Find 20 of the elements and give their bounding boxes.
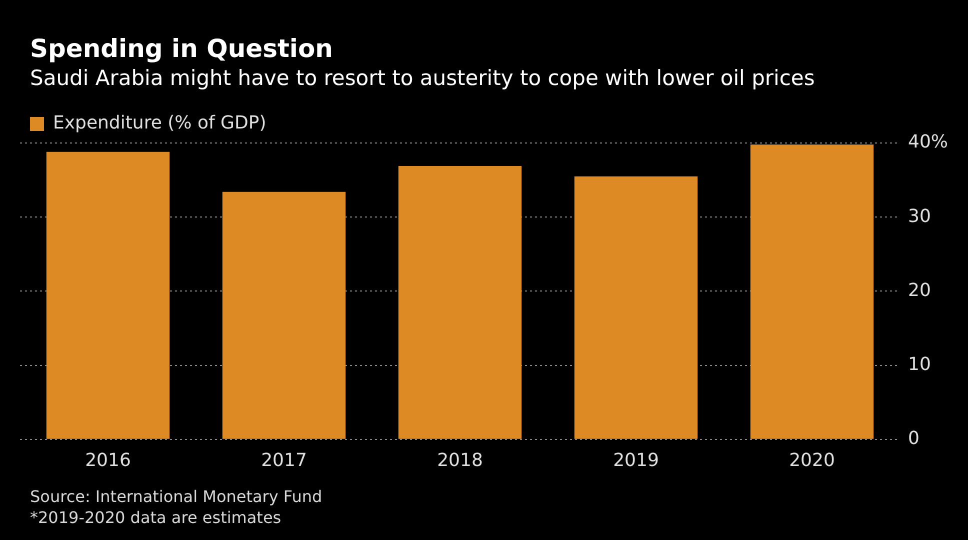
chart-title: Spending in Question — [30, 34, 333, 63]
legend-label: Expenditure (% of GDP) — [53, 112, 266, 134]
y-tick-label: 20 — [908, 280, 931, 301]
y-tick-label: 10 — [908, 354, 931, 375]
bar — [750, 144, 874, 439]
x-tick-label: 2019 — [613, 450, 659, 471]
bar — [46, 152, 170, 439]
source-note: Source: International Monetary Fund — [30, 487, 322, 506]
x-tick-label: 2016 — [85, 450, 131, 471]
x-tick-label: 2017 — [261, 450, 307, 471]
bar — [574, 176, 698, 439]
y-tick-label: 0 — [908, 428, 920, 450]
bar — [222, 192, 346, 439]
x-tick-label: 2020 — [789, 450, 835, 471]
y-tick-label: 40% — [908, 132, 948, 153]
bar — [398, 166, 522, 439]
text: *2019-2020 data are estimates — [30, 508, 282, 527]
x-tick-label: 2018 — [437, 450, 483, 471]
chart-subtitle: Saudi Arabia might have to resort to austerity to cope with lower oil prices — [30, 66, 815, 90]
y-tick-label: 30 — [908, 206, 931, 227]
